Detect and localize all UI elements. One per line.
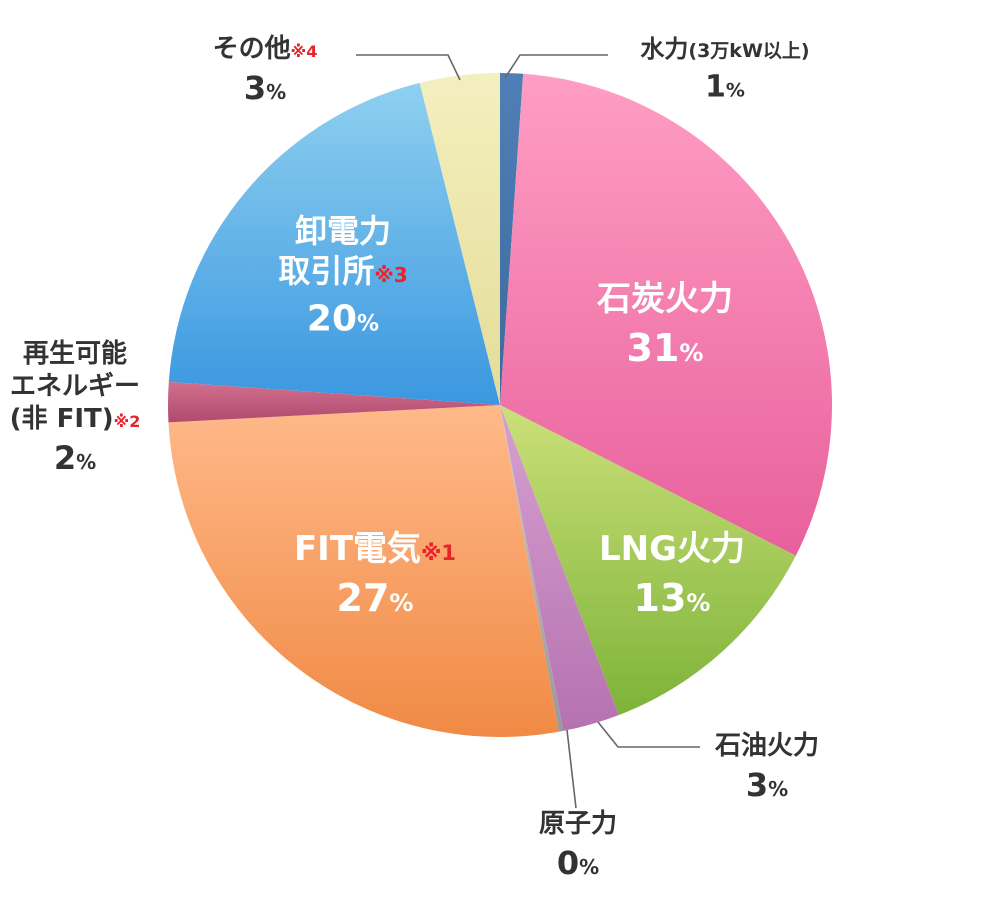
leader-line-other (356, 54, 461, 81)
slice-value-hydro: 1% (705, 70, 745, 105)
slice-value-lng: 13% (634, 576, 711, 620)
footnote-mark-fit: ※1 (421, 541, 456, 565)
slice-value-coal: 31% (627, 326, 704, 370)
slice-label-exchange: 取引所※3 (278, 252, 407, 290)
leader-line-oil (597, 721, 700, 748)
pie-slice-fit (168, 405, 559, 737)
footnote-mark-renewable: ※2 (114, 412, 141, 431)
pie-slice-exchange (168, 82, 500, 406)
unit-percent: % (726, 80, 745, 102)
pie-slice-hydro (500, 73, 524, 405)
leader-line-hydro (504, 54, 608, 79)
slice-label-renewable: 再生可能 (23, 338, 127, 369)
slice-label-renewable: エネルギー (10, 372, 140, 402)
slice-label-fit: FIT電気※1 (294, 529, 456, 569)
pie-slice-renewable (167, 381, 500, 423)
unit-percent: % (679, 339, 703, 367)
slice-value-nuclear: 0% (557, 844, 599, 882)
footnote-mark-exchange: ※3 (374, 263, 407, 287)
slice-label-lng: LNG火力 (599, 529, 745, 569)
leader-line-nuclear (566, 729, 577, 809)
slice-label-nuclear: 原子力 (539, 809, 617, 839)
unit-percent: % (357, 311, 379, 336)
pie-slice-other (419, 73, 500, 405)
slice-label-suffix-hydro: (3万kW以上) (688, 40, 809, 62)
slice-label-exchange: 卸電力 (295, 212, 391, 250)
slice-label-renewable: (非 FIT)※2 (10, 404, 141, 434)
unit-percent: % (768, 777, 788, 801)
footnote-mark-other: ※4 (291, 42, 318, 61)
pie-slice-oil (500, 405, 619, 731)
slice-label-coal: 石炭火力 (596, 279, 733, 319)
slice-label-hydro: 水力(3万kW以上) (640, 35, 809, 63)
slice-value-oil: 3% (746, 766, 788, 804)
unit-percent: % (579, 855, 599, 879)
slice-value-exchange: 20% (307, 298, 379, 339)
slice-value-fit: 27% (337, 576, 414, 620)
slice-value-renewable: 2% (54, 439, 96, 477)
unit-percent: % (76, 450, 96, 474)
pie-slice-coal (500, 73, 832, 556)
unit-percent: % (686, 589, 710, 617)
unit-percent: % (266, 80, 286, 104)
slice-label-oil: 石油火力 (714, 731, 819, 761)
pie-slice-nuclear (500, 405, 564, 732)
pie-slice-lng (500, 405, 796, 715)
slice-label-other: その他※4 (213, 34, 318, 64)
slice-value-other: 3% (244, 69, 286, 107)
unit-percent: % (389, 589, 413, 617)
